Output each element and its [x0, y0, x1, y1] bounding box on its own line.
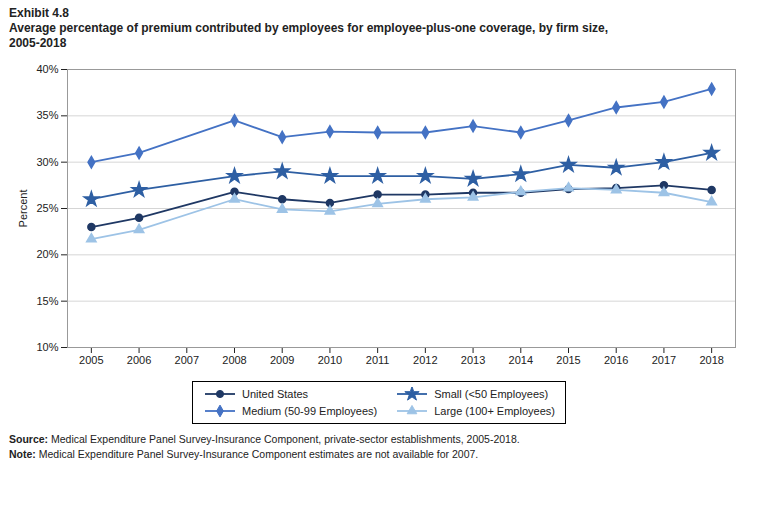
- html-text:Medium (50-99 Employees): Medium (50-99 Employees): [242, 405, 378, 417]
- svg-text:2011: 2011: [366, 354, 390, 366]
- html-text:United States: United States: [242, 388, 309, 400]
- html-text:2005-2018: 2005-2018: [9, 36, 67, 50]
- html-text:Source: Medical Expenditure Pa: Source: Medical Expenditure Panel Survey…: [9, 433, 520, 445]
- svg-text:2017: 2017: [652, 354, 676, 366]
- svg-text:2016: 2016: [604, 354, 628, 366]
- svg-text:15%: 15%: [36, 295, 58, 307]
- svg-text:2012: 2012: [413, 354, 437, 366]
- svg-text:40%: 40%: [36, 63, 58, 75]
- svg-text:2014: 2014: [509, 354, 533, 366]
- svg-text:2010: 2010: [318, 354, 342, 366]
- svg-text:30%: 30%: [36, 156, 58, 168]
- html-text:Exhibit 4.8: Exhibit 4.8: [9, 6, 69, 20]
- svg-text:2018: 2018: [699, 354, 723, 366]
- svg-text:35%: 35%: [36, 109, 58, 121]
- svg-text:2008: 2008: [222, 354, 246, 366]
- svg-text:Percent: Percent: [17, 190, 29, 228]
- svg-text:2005: 2005: [79, 354, 103, 366]
- svg-text:20%: 20%: [36, 248, 58, 260]
- svg-text:25%: 25%: [36, 202, 58, 214]
- svg-text:2015: 2015: [556, 354, 580, 366]
- html-text:Average percentage of premium: Average percentage of premium contribute…: [9, 21, 609, 35]
- html-text:Small (<50 Employees): Small (<50 Employees): [434, 388, 549, 400]
- svg-text:2009: 2009: [270, 354, 294, 366]
- html-text:Note: Medical Expenditure Pane: Note: Medical Expenditure Panel Survey-I…: [9, 448, 479, 460]
- svg-text:2007: 2007: [175, 354, 199, 366]
- svg-text:10%: 10%: [36, 341, 58, 353]
- svg-text:2006: 2006: [127, 354, 151, 366]
- html-text:Large (100+ Employees): Large (100+ Employees): [434, 405, 555, 417]
- svg-text:2013: 2013: [461, 354, 485, 366]
